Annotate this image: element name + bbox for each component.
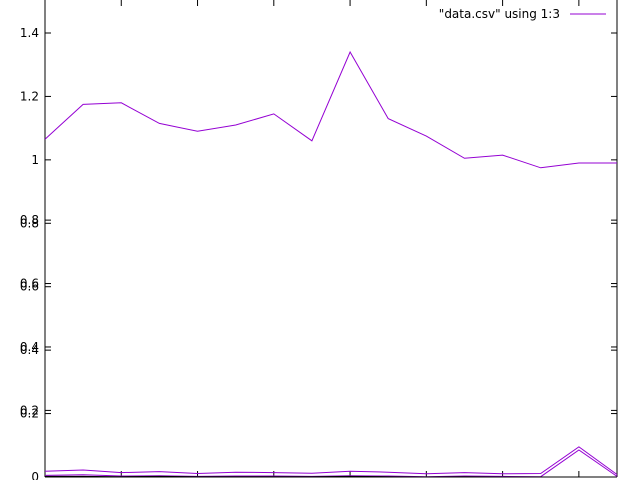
ytick-label-0: 0 [31, 470, 39, 480]
legend: "data.csv" using 1:3 [439, 7, 606, 21]
plot-frame [44, 0, 618, 478]
legend-label: "data.csv" using 1:3 [439, 7, 560, 21]
x-axis-ticks [44, 0, 580, 477]
ytick-overlay-label-2: 0.6 [20, 277, 39, 291]
ytick-label-2: 0.4 [20, 343, 39, 357]
y-axis-ticks: 00.20.40.60.811.21.40.20.40.60.8 [20, 26, 617, 480]
ytick-overlay-label-1: 0.4 [20, 340, 39, 354]
ytick-label-1: 0.2 [20, 407, 39, 421]
ytick-label-4: 0.8 [20, 216, 39, 230]
ytick-overlay-label-3: 0.8 [20, 213, 39, 227]
ytick-label-5: 1 [31, 153, 39, 167]
series-line-3 [45, 475, 617, 478]
series-group [44, 50, 618, 478]
ytick-label-6: 1.2 [20, 89, 39, 103]
ytick-label-3: 0.6 [20, 280, 39, 294]
ytick-label-7: 1.4 [20, 26, 39, 40]
series-line-1 [44, 446, 618, 475]
series-line-0 [44, 50, 617, 169]
ytick-overlay-label-0: 0.2 [20, 403, 39, 417]
